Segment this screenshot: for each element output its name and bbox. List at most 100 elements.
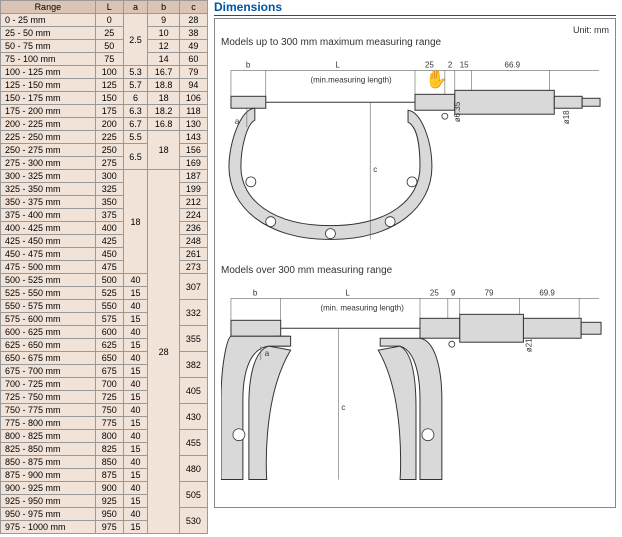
cell-c: 28 xyxy=(179,14,207,27)
cell-range: 100 - 125 mm xyxy=(1,66,96,79)
diagram-caption-2: Models over 300 mm measuring range xyxy=(221,265,609,276)
cell-c: 236 xyxy=(179,222,207,235)
col-header: L xyxy=(95,1,123,14)
svg-text:25: 25 xyxy=(430,288,439,297)
cell-L: 500 xyxy=(95,274,123,287)
cell-c: 405 xyxy=(179,378,207,404)
cell-a: 40 xyxy=(123,326,148,339)
col-header: Range xyxy=(1,1,96,14)
cell-range: 725 - 750 mm xyxy=(1,391,96,404)
cell-L: 950 xyxy=(95,508,123,521)
cell-L: 375 xyxy=(95,209,123,222)
cell-range: 925 - 950 mm xyxy=(1,495,96,508)
cell-L: 850 xyxy=(95,456,123,469)
cell-range: 875 - 900 mm xyxy=(1,469,96,482)
cell-range: 25 - 50 mm xyxy=(1,27,96,40)
cell-b: 12 xyxy=(148,40,180,53)
cell-range: 275 - 300 mm xyxy=(1,157,96,170)
cell-c: 212 xyxy=(179,196,207,209)
table-row: 0 - 25 mm02.5928 xyxy=(1,14,208,27)
cell-range: 600 - 625 mm xyxy=(1,326,96,339)
diagram-lower: b L (min. measuring length) 25 9 79 69.9 xyxy=(221,280,609,480)
svg-text:(min.measuring length): (min.measuring length) xyxy=(311,75,393,84)
cell-L: 700 xyxy=(95,378,123,391)
cell-range: 150 - 175 mm xyxy=(1,92,96,105)
cell-b: 18 xyxy=(148,131,180,170)
cell-a: 40 xyxy=(123,456,148,469)
cell-range: 500 - 525 mm xyxy=(1,274,96,287)
cell-L: 275 xyxy=(95,157,123,170)
cell-L: 800 xyxy=(95,430,123,443)
svg-text:L: L xyxy=(335,60,340,69)
cell-range: 800 - 825 mm xyxy=(1,430,96,443)
cell-L: 550 xyxy=(95,300,123,313)
cell-b: 18.2 xyxy=(148,105,180,118)
cell-c: 143 xyxy=(179,131,207,144)
unit-label: Unit: mm xyxy=(221,25,609,35)
cell-a: 6 xyxy=(123,92,148,105)
cell-range: 375 - 400 mm xyxy=(1,209,96,222)
cell-L: 25 xyxy=(95,27,123,40)
svg-text:(min. measuring length): (min. measuring length) xyxy=(320,303,404,312)
svg-text:c: c xyxy=(341,403,345,412)
cell-range: 575 - 600 mm xyxy=(1,313,96,326)
cell-L: 0 xyxy=(95,14,123,27)
cell-L: 825 xyxy=(95,443,123,456)
cell-L: 600 xyxy=(95,326,123,339)
cell-c: 60 xyxy=(179,53,207,66)
cell-a: 2.5 xyxy=(123,14,148,66)
cell-L: 75 xyxy=(95,53,123,66)
diagram-container: Unit: mm Models up to 300 mm maximum mea… xyxy=(214,18,616,508)
cell-a: 40 xyxy=(123,430,148,443)
cell-c: 382 xyxy=(179,352,207,378)
svg-text:15: 15 xyxy=(460,60,469,69)
cell-c: 199 xyxy=(179,183,207,196)
svg-text:66.9: 66.9 xyxy=(505,60,521,69)
cell-a: 40 xyxy=(123,352,148,365)
svg-text:ø6.35: ø6.35 xyxy=(453,101,462,122)
cell-range: 0 - 25 mm xyxy=(1,14,96,27)
cell-a: 15 xyxy=(123,287,148,300)
col-header: c xyxy=(179,1,207,14)
cell-c: 530 xyxy=(179,508,207,534)
cell-c: 38 xyxy=(179,27,207,40)
cell-L: 325 xyxy=(95,183,123,196)
cell-a: 6.7 xyxy=(123,118,148,131)
cell-range: 450 - 475 mm xyxy=(1,248,96,261)
svg-text:ø18: ø18 xyxy=(562,110,571,124)
cell-range: 75 - 100 mm xyxy=(1,53,96,66)
cell-range: 625 - 650 mm xyxy=(1,339,96,352)
cell-L: 625 xyxy=(95,339,123,352)
cell-range: 900 - 925 mm xyxy=(1,482,96,495)
cell-a: 15 xyxy=(123,443,148,456)
svg-text:c: c xyxy=(373,165,377,174)
cell-a: 40 xyxy=(123,274,148,287)
cell-c: 332 xyxy=(179,300,207,326)
cell-range: 750 - 775 mm xyxy=(1,404,96,417)
cell-range: 675 - 700 mm xyxy=(1,365,96,378)
spec-table: RangeLabc 0 - 25 mm02.592825 - 50 mm2510… xyxy=(0,0,208,534)
cell-L: 775 xyxy=(95,417,123,430)
cell-range: 975 - 1000 mm xyxy=(1,521,96,534)
cell-a: 40 xyxy=(123,378,148,391)
svg-text:9: 9 xyxy=(451,288,456,297)
cell-c: 118 xyxy=(179,105,207,118)
cell-b: 16.7 xyxy=(148,66,180,79)
cell-L: 525 xyxy=(95,287,123,300)
cell-c: 505 xyxy=(179,482,207,508)
cell-L: 450 xyxy=(95,248,123,261)
cell-a: 15 xyxy=(123,417,148,430)
cell-L: 975 xyxy=(95,521,123,534)
cell-L: 425 xyxy=(95,235,123,248)
table-row: 75 - 100 mm751460 xyxy=(1,53,208,66)
cell-range: 325 - 350 mm xyxy=(1,183,96,196)
cell-a: 6.3 xyxy=(123,105,148,118)
cell-range: 250 - 275 mm xyxy=(1,144,96,157)
cell-c: 79 xyxy=(179,66,207,79)
cell-range: 475 - 500 mm xyxy=(1,261,96,274)
cell-a: 5.5 xyxy=(123,131,148,144)
cell-L: 575 xyxy=(95,313,123,326)
table-row: 200 - 225 mm2006.716.8130 xyxy=(1,118,208,131)
spec-table-panel: RangeLabc 0 - 25 mm02.592825 - 50 mm2510… xyxy=(0,0,208,537)
cell-range: 50 - 75 mm xyxy=(1,40,96,53)
